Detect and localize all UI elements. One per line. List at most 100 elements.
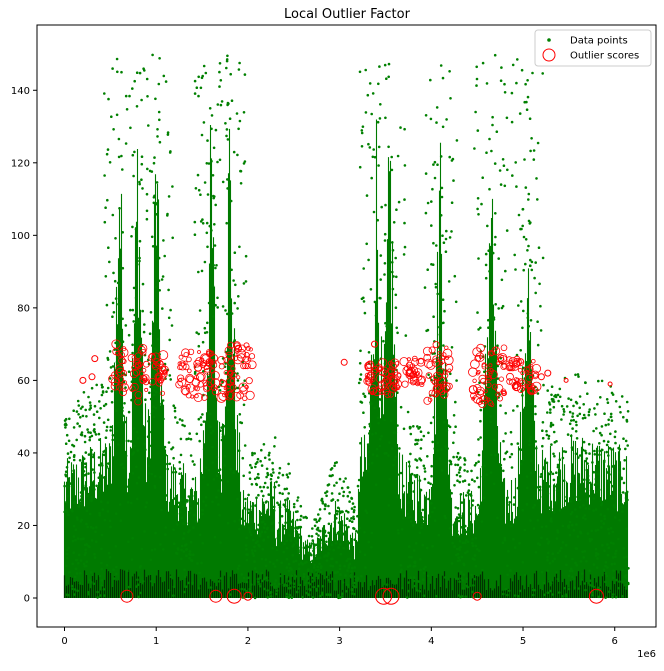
- data-point: [452, 533, 456, 537]
- data-point: [81, 414, 85, 418]
- data-point: [582, 504, 585, 507]
- data-point: [548, 403, 552, 406]
- data-point: [366, 93, 370, 97]
- outlier-circle: [496, 395, 503, 402]
- data-point: [181, 423, 184, 427]
- data-point: [432, 163, 435, 166]
- data-point: [90, 498, 93, 502]
- data-point: [89, 404, 92, 407]
- data-point: [556, 529, 559, 532]
- outlier-circle: [242, 395, 248, 401]
- data-point: [395, 208, 398, 211]
- data-point: [254, 504, 257, 507]
- data-point: [461, 541, 465, 544]
- data-point: [111, 213, 115, 217]
- data-point: [285, 547, 289, 550]
- data-point: [606, 566, 609, 569]
- data-point: [178, 460, 181, 464]
- data-point: [424, 518, 427, 521]
- data-point: [377, 145, 381, 149]
- data-point: [136, 449, 139, 452]
- data-point: [339, 552, 343, 556]
- data-point: [108, 377, 112, 380]
- data-point: [73, 588, 77, 591]
- data-point: [417, 427, 420, 430]
- data-point: [306, 578, 309, 581]
- data-point: [244, 254, 248, 258]
- data-point: [528, 439, 531, 443]
- data-point: [228, 117, 232, 120]
- data-point: [600, 526, 603, 529]
- data-point: [621, 510, 624, 513]
- data-point: [549, 470, 553, 474]
- data-point: [585, 560, 588, 563]
- outlier-circle: [210, 361, 218, 369]
- data-point: [111, 67, 114, 70]
- outlier-circle: [129, 385, 136, 392]
- data-point: [449, 462, 453, 466]
- data-point: [297, 533, 301, 536]
- data-point: [450, 230, 453, 233]
- data-point: [77, 404, 81, 407]
- data-point: [353, 592, 356, 596]
- data-point: [476, 207, 479, 211]
- data-point: [207, 162, 211, 165]
- data-point: [607, 532, 611, 535]
- data-point: [417, 503, 420, 507]
- data-point: [571, 569, 574, 573]
- data-point: [467, 489, 471, 492]
- data-point: [213, 535, 217, 539]
- data-point: [499, 404, 502, 407]
- data-point: [169, 575, 173, 579]
- data-point: [504, 432, 507, 435]
- data-point: [176, 547, 180, 550]
- data-point: [463, 463, 466, 466]
- data-point: [395, 275, 398, 279]
- data-point: [618, 518, 621, 522]
- data-point: [317, 513, 320, 516]
- data-point: [129, 126, 132, 130]
- outlier-circle: [588, 588, 604, 604]
- data-point: [72, 458, 76, 462]
- data-point: [133, 150, 136, 154]
- data-point: [383, 239, 387, 242]
- data-point: [464, 538, 468, 542]
- data-point: [454, 425, 457, 429]
- outlier-circle: [442, 370, 448, 376]
- data-point: [503, 91, 507, 94]
- outlier-circle: [506, 372, 514, 381]
- data-point: [253, 596, 257, 600]
- data-point: [581, 516, 585, 519]
- data-point: [491, 123, 494, 127]
- data-point: [418, 457, 421, 460]
- data-point: [407, 494, 411, 497]
- data-point: [252, 538, 255, 542]
- data-point: [513, 594, 517, 597]
- data-point: [364, 68, 368, 72]
- data-point: [453, 545, 456, 548]
- outlier-circle: [508, 357, 518, 367]
- data-point: [460, 577, 463, 580]
- data-point: [563, 586, 566, 590]
- data-point: [282, 550, 286, 554]
- data-point: [403, 164, 407, 167]
- outlier-circle: [148, 378, 157, 386]
- data-point: [106, 198, 109, 202]
- data-point: [481, 475, 485, 479]
- data-point: [597, 488, 601, 492]
- data-point: [115, 429, 118, 433]
- data-point: [576, 373, 580, 376]
- data-point: [360, 297, 364, 301]
- data-point: [85, 543, 88, 546]
- data-point: [72, 409, 75, 413]
- data-point: [199, 193, 202, 196]
- data-point: [236, 567, 240, 570]
- data-point: [449, 97, 452, 100]
- data-point: [477, 438, 480, 441]
- data-point: [109, 525, 112, 529]
- data-point: [84, 486, 87, 490]
- data-point: [93, 471, 96, 474]
- data-point: [350, 520, 354, 523]
- data-point: [136, 583, 140, 586]
